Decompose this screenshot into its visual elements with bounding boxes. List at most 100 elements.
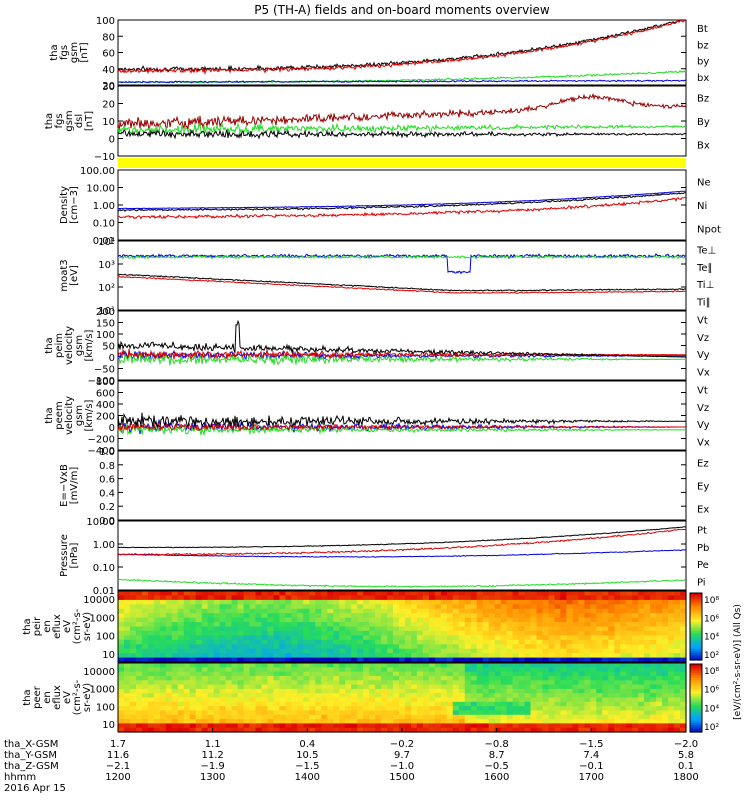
spec-cell bbox=[118, 648, 125, 654]
spec-cell bbox=[680, 639, 687, 645]
spec-cell bbox=[638, 675, 645, 681]
spec-cell bbox=[147, 697, 155, 703]
spec-cell bbox=[554, 706, 562, 711]
series-By bbox=[117, 121, 687, 136]
spec-cell bbox=[500, 663, 508, 668]
x-row-label: hhmm bbox=[4, 772, 36, 783]
y-axis-label-line: gsm bbox=[64, 110, 75, 131]
spec-cell bbox=[494, 671, 502, 677]
spec-cell bbox=[548, 723, 556, 729]
spec-axes-9: thapeerenefluxeV(cm²-s-sr-eV)10000100010… bbox=[22, 667, 115, 731]
colorbar-tick: 10⁸ bbox=[704, 596, 719, 606]
spec-cell bbox=[602, 697, 609, 703]
spec-cell bbox=[219, 591, 227, 596]
spec-cell bbox=[416, 710, 424, 716]
spec-cell bbox=[662, 657, 669, 663]
spec-cell bbox=[416, 706, 424, 711]
spec-cell bbox=[572, 604, 579, 610]
spec-cell bbox=[118, 626, 125, 632]
spec-cell bbox=[213, 714, 221, 720]
spec-cell bbox=[668, 595, 675, 601]
spec-cell bbox=[470, 639, 478, 645]
spec-cell bbox=[596, 688, 603, 694]
spec-cell bbox=[159, 706, 167, 711]
spec-cell bbox=[399, 671, 406, 677]
spec-cell bbox=[333, 667, 340, 673]
spec-cell bbox=[381, 706, 388, 711]
spec-cell bbox=[452, 657, 460, 663]
spec-cell bbox=[153, 714, 161, 720]
spec-cell bbox=[548, 608, 556, 614]
spec-cell bbox=[656, 595, 663, 601]
spec-cell bbox=[662, 617, 669, 623]
colorbar-swatch bbox=[690, 709, 702, 713]
spec-cell bbox=[255, 639, 263, 645]
spec-cell bbox=[135, 644, 143, 650]
spec-cell bbox=[267, 630, 275, 636]
plot-title: P5 (TH-A) fields and on-board moments ov… bbox=[254, 3, 550, 17]
spec-cell bbox=[644, 639, 651, 645]
spec-cell bbox=[130, 644, 137, 650]
spec-cell bbox=[668, 591, 675, 596]
spec-cell bbox=[566, 622, 573, 628]
spec-cell bbox=[237, 706, 245, 711]
spec-cell bbox=[614, 617, 621, 623]
spec-cell bbox=[614, 710, 621, 716]
x-row-value: 7.4 bbox=[583, 750, 599, 761]
spec-cell bbox=[614, 635, 621, 641]
spec-cell bbox=[458, 680, 466, 686]
spec-cell bbox=[542, 693, 550, 699]
spec-cell bbox=[159, 663, 167, 668]
spec-cell bbox=[321, 613, 328, 619]
spec-cell bbox=[440, 663, 448, 668]
spec-cell bbox=[512, 675, 520, 681]
spec-cell bbox=[243, 626, 251, 632]
y-tick-label: 800 bbox=[96, 377, 115, 388]
spec-cell bbox=[626, 639, 633, 645]
spec-cell bbox=[458, 613, 466, 619]
spec-cell bbox=[518, 706, 526, 711]
spec-cell bbox=[476, 630, 484, 636]
spec-cell bbox=[303, 714, 310, 720]
spec-cell bbox=[680, 706, 687, 711]
spec-cell bbox=[632, 617, 639, 623]
spec-cell bbox=[464, 727, 472, 733]
spec-cell bbox=[638, 701, 645, 707]
spec-cell bbox=[620, 591, 627, 596]
spec-cell bbox=[542, 657, 550, 663]
spec-cell bbox=[219, 644, 227, 650]
spec-cell bbox=[273, 727, 281, 733]
spec-cell bbox=[219, 688, 227, 694]
spec-cell bbox=[327, 693, 334, 699]
spec-cell bbox=[153, 626, 161, 632]
spec-cell bbox=[213, 663, 221, 668]
spec-cell bbox=[434, 671, 442, 677]
spec-cell bbox=[243, 617, 251, 623]
spec-cell bbox=[327, 653, 334, 659]
spec-cell bbox=[219, 714, 227, 720]
spec-cell bbox=[159, 648, 167, 654]
spec-cell bbox=[638, 595, 645, 601]
spec-cell bbox=[273, 595, 281, 601]
y-tick-label: 0.0 bbox=[99, 516, 115, 527]
spec-cell bbox=[638, 684, 645, 690]
spec-cell bbox=[524, 591, 532, 596]
spec-cell bbox=[674, 727, 681, 733]
spec-cell bbox=[357, 653, 364, 659]
spec-cell bbox=[566, 595, 573, 601]
spec-cell bbox=[500, 613, 508, 619]
spec-cell bbox=[333, 644, 340, 650]
spec-cell bbox=[147, 727, 155, 733]
spec-cell bbox=[572, 693, 579, 699]
y-tick-label: 0.01 bbox=[93, 586, 115, 597]
spec-cell bbox=[124, 626, 131, 632]
legend-Vt: Vt bbox=[697, 386, 708, 397]
spec-cell bbox=[512, 595, 520, 601]
spec-cell bbox=[399, 591, 406, 596]
spec-cell bbox=[458, 706, 466, 711]
spec-cell bbox=[554, 613, 562, 619]
spec-cell bbox=[237, 693, 245, 699]
spec-cell bbox=[668, 635, 675, 641]
spec-cell bbox=[297, 653, 304, 659]
spec-cell bbox=[189, 613, 197, 619]
